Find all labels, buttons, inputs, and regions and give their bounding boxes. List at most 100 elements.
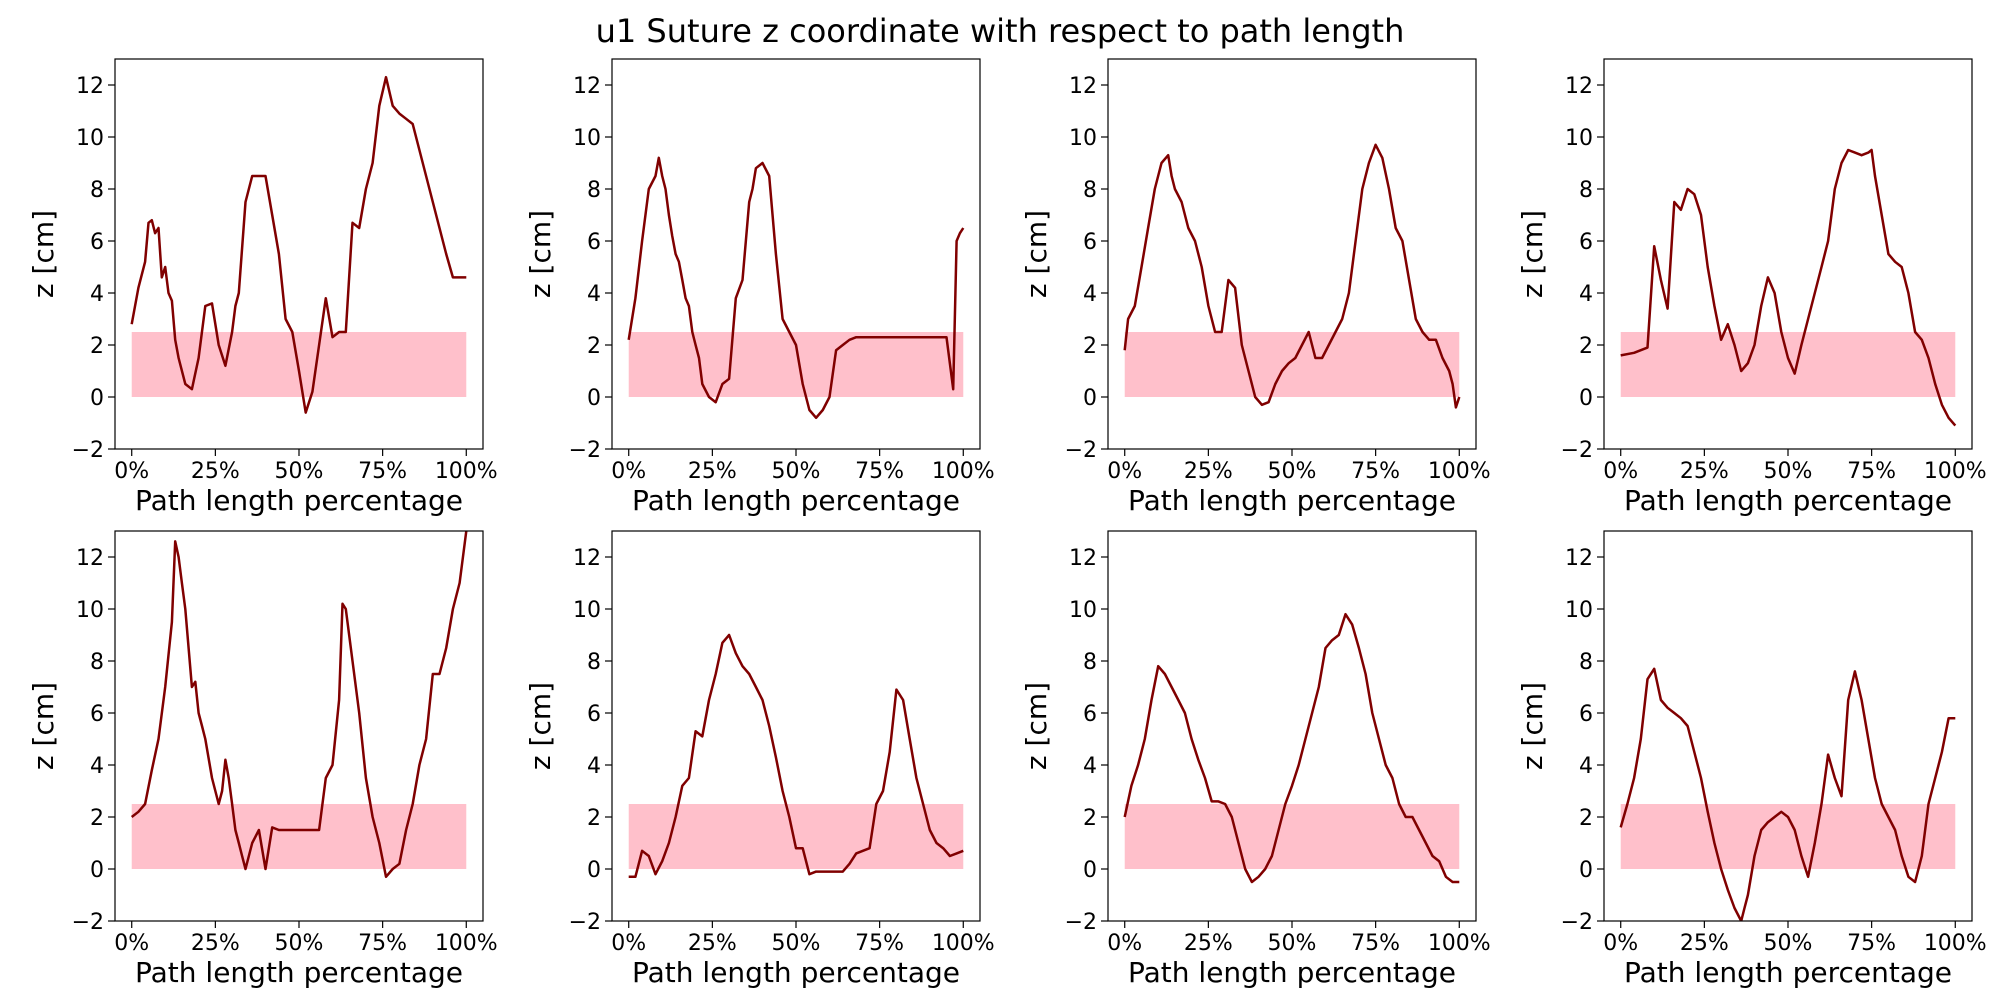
x-tick-label: 75% <box>358 931 407 956</box>
threshold-band <box>628 332 964 397</box>
x-axis-label: Path length percentage <box>1624 484 1952 517</box>
y-tick-label: 2 <box>587 334 601 359</box>
y-tick-label: 4 <box>90 282 104 307</box>
y-axis-label: z [cm] <box>524 682 557 770</box>
figure-title: u1 Suture z coordinate with respect to p… <box>596 12 1405 50</box>
x-tick-label: 50% <box>275 931 324 956</box>
x-tick-label: 50% <box>275 459 324 484</box>
y-tick-label: 4 <box>1083 282 1097 307</box>
x-tick-label: 100% <box>1428 459 1491 484</box>
x-tick-label: 50% <box>772 459 821 484</box>
subplot-7: 0% 25% 50% 75% 100% −2 0 2 4 6 8 10 12 Path length pe… <box>1020 530 1491 989</box>
y-axis-label: z [cm] <box>1020 210 1053 298</box>
y-tick-label: 6 <box>1083 230 1097 255</box>
threshold-band <box>1124 332 1460 397</box>
x-tick-label: 0% <box>1603 931 1638 956</box>
y-tick-label: 12 <box>76 74 104 99</box>
y-tick-label: 10 <box>573 126 601 151</box>
y-tick-label: 0 <box>1579 386 1593 411</box>
y-tick-label: −2 <box>72 910 104 935</box>
x-axis-label: Path length percentage <box>1128 484 1456 517</box>
x-tick-label: 100% <box>932 931 995 956</box>
x-tick-label: 75% <box>855 459 904 484</box>
series-line <box>1123 612 1460 884</box>
y-tick-label: 0 <box>1579 858 1593 883</box>
x-tick-label: 25% <box>688 459 737 484</box>
y-tick-label: 2 <box>90 806 104 831</box>
y-axis-label: z [cm] <box>1516 210 1549 298</box>
subplot-8: 0% 25% 50% 75% 100% −2 0 2 4 6 8 10 12 Path length pe… <box>1516 530 1987 989</box>
y-tick-label: 12 <box>1565 546 1593 571</box>
y-tick-label: 0 <box>90 858 104 883</box>
x-tick-label: 0% <box>1603 459 1638 484</box>
x-tick-label: 0% <box>114 931 149 956</box>
y-tick-label: 4 <box>1579 282 1593 307</box>
x-tick-label: 25% <box>191 931 240 956</box>
x-tick-label: 50% <box>1764 931 1813 956</box>
y-tick-label: 2 <box>1579 334 1593 359</box>
y-tick-label: 2 <box>1083 806 1097 831</box>
x-tick-label: 100% <box>435 931 498 956</box>
x-tick-label: 25% <box>1184 931 1233 956</box>
x-tick-label: 75% <box>1351 931 1400 956</box>
y-tick-label: 10 <box>1069 126 1097 151</box>
x-tick-label: 50% <box>1268 931 1317 956</box>
y-tick-label: 6 <box>1579 702 1593 727</box>
y-tick-label: 6 <box>90 230 104 255</box>
y-tick-label: 2 <box>1579 806 1593 831</box>
y-tick-label: −2 <box>569 910 601 935</box>
x-tick-label: 25% <box>191 459 240 484</box>
x-axis-label: Path length percentage <box>135 956 463 989</box>
threshold-band <box>628 804 964 869</box>
y-axis-label: z [cm] <box>27 210 60 298</box>
y-tick-label: −2 <box>1561 910 1593 935</box>
x-tick-label: 75% <box>358 459 407 484</box>
subplot-6: 0% 25% 50% 75% 100% −2 0 2 4 6 8 10 12 Path length pe… <box>524 530 995 989</box>
subplot-3: 0% 25% 50% 75% 100% −2 0 2 4 6 8 10 12 Path length pe… <box>1020 58 1491 517</box>
x-axis-label: Path length percentage <box>632 956 960 989</box>
y-tick-label: 6 <box>587 702 601 727</box>
x-tick-label: 25% <box>1680 459 1729 484</box>
x-tick-label: 0% <box>1107 459 1142 484</box>
y-tick-label: 8 <box>587 178 601 203</box>
y-tick-label: 0 <box>1083 386 1097 411</box>
x-tick-label: 0% <box>114 459 149 484</box>
y-tick-label: 2 <box>1083 334 1097 359</box>
series-line <box>130 75 467 414</box>
threshold-band <box>131 804 467 869</box>
subplot-4: 0% 25% 50% 75% 100% −2 0 2 4 6 8 10 12 Path length pe… <box>1516 58 1987 517</box>
y-tick-label: 8 <box>90 650 104 675</box>
y-tick-label: 10 <box>76 126 104 151</box>
y-tick-label: 2 <box>587 806 601 831</box>
x-tick-label: 75% <box>855 931 904 956</box>
y-tick-label: 2 <box>90 334 104 359</box>
y-tick-label: 4 <box>1083 754 1097 779</box>
x-tick-label: 100% <box>932 459 995 484</box>
series-line <box>1619 667 1956 921</box>
x-tick-label: 0% <box>1107 931 1142 956</box>
x-tick-label: 0% <box>611 931 646 956</box>
series-line <box>1620 148 1957 427</box>
x-tick-label: 100% <box>1428 931 1491 956</box>
y-tick-label: 12 <box>573 546 601 571</box>
y-tick-label: 10 <box>1565 598 1593 623</box>
y-tick-label: 12 <box>1069 74 1097 99</box>
y-tick-label: 10 <box>573 598 601 623</box>
y-tick-label: 12 <box>76 546 104 571</box>
x-axis-label: Path length percentage <box>632 484 960 517</box>
x-tick-label: 50% <box>1268 459 1317 484</box>
y-tick-label: 10 <box>76 598 104 623</box>
y-tick-label: −2 <box>1561 438 1593 463</box>
y-tick-label: 6 <box>90 702 104 727</box>
y-tick-label: 10 <box>1069 598 1097 623</box>
subplot-5: 0% 25% 50% 75% 100% −2 0 2 4 6 8 10 12 Path length pe… <box>27 530 498 989</box>
x-tick-label: 100% <box>1924 931 1987 956</box>
x-axis-label: Path length percentage <box>1624 956 1952 989</box>
x-axis-label: Path length percentage <box>135 484 463 517</box>
y-tick-label: 8 <box>1579 650 1593 675</box>
x-tick-label: 75% <box>1351 459 1400 484</box>
series-line <box>628 633 964 879</box>
series-line <box>130 531 468 879</box>
